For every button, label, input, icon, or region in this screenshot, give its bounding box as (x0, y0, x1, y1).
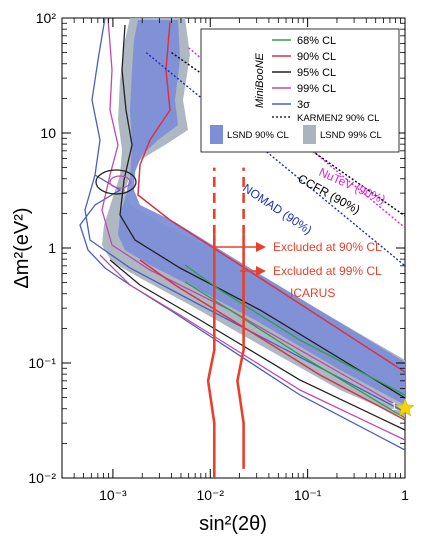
legend-label-99: 99% CL (297, 83, 336, 95)
icarus-90-limit-line (206, 234, 216, 478)
y-axis-title: Δm²(eV²) (11, 207, 33, 288)
legend-label-68: 68% CL (297, 35, 336, 47)
legend-label-95: 95% CL (297, 67, 336, 79)
miniboone-90-contour (137, 21, 405, 421)
arrow-head-90 (256, 242, 266, 252)
ccfr-limit-line (171, 52, 405, 217)
miniboone-3sigma-contour (79, 18, 405, 451)
legend: MiniBooNE 68% CL 90% CL 95% CL 99% CL 3σ… (200, 28, 400, 153)
icarus-99-limit-line (236, 234, 245, 469)
miniboone-island-contour-inner (109, 175, 131, 189)
x-tick-label: 1 (401, 487, 409, 503)
icarus-label: ICARUS (290, 286, 335, 300)
lsnd-90-region (118, 20, 405, 405)
legend-box (200, 28, 400, 153)
x-tick-label: 10⁻³ (99, 487, 127, 503)
bestfit-star-icon (395, 398, 415, 417)
y-tick-label: 10⁻¹ (28, 355, 56, 371)
legend-group-label: MiniBooNE (254, 52, 266, 108)
legend-label-karmen: KARMEN2 90% CL (297, 113, 379, 124)
x-tick-label: 10⁻² (196, 487, 224, 503)
arrow-head-99 (256, 266, 266, 276)
y-tick-label: 10⁻² (28, 470, 56, 486)
excluded-90-label: Excluded at 90% CL (273, 240, 382, 254)
legend-swatch-lsnd99 (303, 125, 316, 144)
legend-label-lsnd99: LSND 99% CL (320, 130, 382, 141)
miniboone-island-contour (95, 169, 137, 195)
x-axis-title: sin²(2θ) (199, 513, 267, 535)
y-tick-label: 10² (36, 10, 57, 26)
miniboone-68-contour (184, 264, 405, 419)
x-tick-label: 10⁻¹ (294, 487, 322, 503)
y-tick-label: 1 (48, 240, 56, 256)
miniboone-95-contour (109, 24, 405, 431)
legend-label-3sigma: 3σ (297, 99, 310, 111)
legend-label-lsnd90: LSND 90% CL (227, 130, 289, 141)
y-tick-label: 10 (40, 125, 56, 141)
legend-swatch-lsnd90 (210, 125, 223, 144)
bestfit-label: 1 (391, 401, 397, 413)
legend-label-90: 90% CL (297, 51, 336, 63)
excluded-99-label: Excluded at 99% CL (273, 264, 382, 278)
